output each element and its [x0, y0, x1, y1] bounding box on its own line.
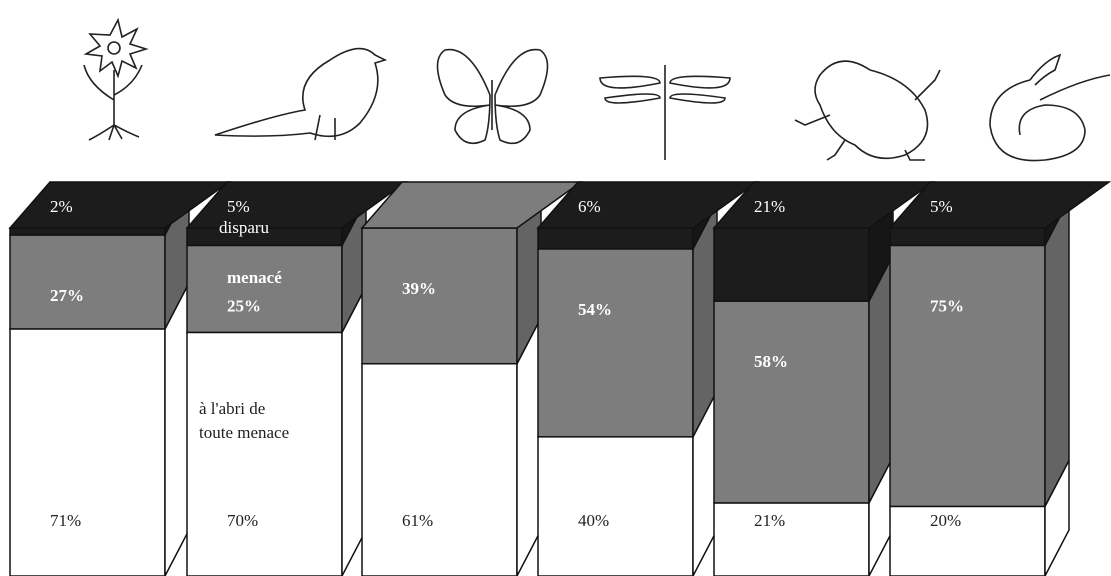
value-label: 71% [50, 511, 81, 530]
value-label: 75% [930, 296, 964, 315]
value-label: 6% [578, 197, 601, 216]
bar-segment [890, 506, 1045, 576]
insect-icon [600, 65, 730, 160]
value-label: 39% [402, 279, 436, 298]
bar-segment [187, 245, 342, 332]
legend-label: menacé [227, 268, 282, 287]
value-label: 61% [402, 511, 433, 530]
bar-side [165, 283, 189, 576]
bar-segment [538, 437, 693, 576]
value-label: 58% [754, 352, 788, 371]
bird-icon [215, 49, 385, 140]
frog-icon [795, 61, 940, 160]
value-label: 2% [50, 197, 73, 216]
value-label: 40% [578, 511, 609, 530]
bar-segment [10, 235, 165, 329]
bar-side [1045, 199, 1069, 506]
value-label: 27% [50, 286, 84, 305]
chart: 71% 27% 2% 70% 25% 5% 61% 39% 40% 54% 6% 21% 58% 21% 2… [0, 0, 1111, 576]
value-label: 70% [227, 511, 258, 530]
bar-segment [714, 228, 869, 301]
bar-segment [10, 329, 165, 576]
bar-segment [890, 245, 1045, 506]
value-label: 21% [754, 511, 785, 530]
bar-segment [890, 228, 1045, 245]
value-label: 25% [227, 296, 261, 315]
bar-segment [362, 364, 517, 576]
legend-label: disparu [219, 218, 270, 237]
legend-label-line: à l'abri de [199, 399, 265, 418]
legend-label-line: toute menace [199, 423, 289, 442]
bar-segment [714, 503, 869, 576]
bar-segment [714, 301, 869, 503]
bar-segment [10, 228, 165, 235]
flower-icon [84, 20, 146, 140]
bar-segment [362, 228, 517, 364]
butterfly-icon [438, 50, 548, 144]
value-label: 5% [930, 197, 953, 216]
value-label: 21% [754, 197, 785, 216]
bar-segment [538, 249, 693, 437]
bar-segment [538, 228, 693, 249]
value-label: 20% [930, 511, 961, 530]
snake-icon [990, 55, 1110, 161]
bar-segment [187, 332, 342, 576]
value-label: 5% [227, 197, 250, 216]
icons [84, 20, 1110, 161]
value-label: 54% [578, 300, 612, 319]
